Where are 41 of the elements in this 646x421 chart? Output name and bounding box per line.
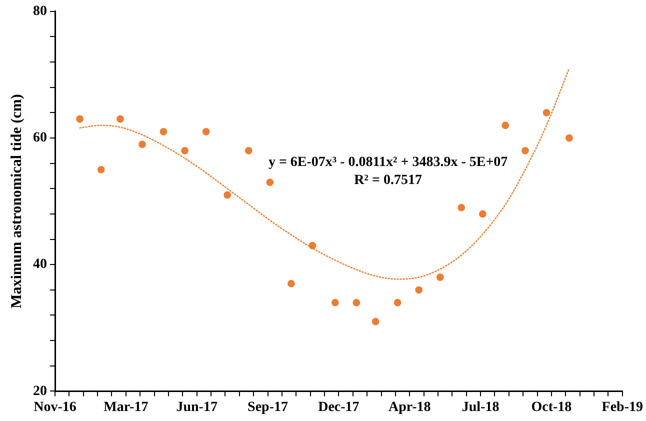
point <box>566 134 573 142</box>
x-tick-label: Dec-17 <box>318 400 360 416</box>
point <box>138 140 146 148</box>
x-tick-label: Oct-18 <box>531 400 572 416</box>
point <box>181 146 188 154</box>
y-tick-label: 20 <box>33 384 47 399</box>
point <box>352 298 360 306</box>
point <box>244 146 252 154</box>
annotation: y = 6E-07x³ - 0.0811x² + 3483.9x - 5E+07 <box>268 154 508 170</box>
point <box>287 280 295 288</box>
point <box>266 178 274 186</box>
point <box>308 242 316 250</box>
y-tick-label: 80 <box>33 4 47 20</box>
point <box>160 128 168 136</box>
point <box>97 166 105 174</box>
point <box>224 191 232 199</box>
annotation: R² = 0.7517 <box>354 172 422 188</box>
x-tick-label: Nov-16 <box>34 400 76 416</box>
x-tick-label: Feb-19 <box>602 400 643 416</box>
x-tick-label: Apr-18 <box>388 400 431 416</box>
x-tick-label: Jun-17 <box>176 400 218 416</box>
y-tick-label: 40 <box>33 257 47 272</box>
point <box>372 318 380 326</box>
point <box>331 298 339 306</box>
point <box>116 115 124 123</box>
point <box>502 122 510 130</box>
x-tick-label: Sep-17 <box>248 400 288 416</box>
point <box>202 128 210 136</box>
point <box>76 115 84 123</box>
point <box>458 204 466 212</box>
point <box>415 286 423 294</box>
point <box>522 146 529 154</box>
point <box>542 108 550 116</box>
x-tick-label: Jul-18 <box>462 400 500 416</box>
x-tick-label: Mar-17 <box>104 400 148 416</box>
y-tick-label: 60 <box>33 130 47 146</box>
point <box>478 210 486 218</box>
point <box>394 298 402 306</box>
y-axis-title: Maximum astronomical tide (cm) <box>8 94 25 308</box>
line-series <box>79 68 570 280</box>
point <box>436 274 444 281</box>
